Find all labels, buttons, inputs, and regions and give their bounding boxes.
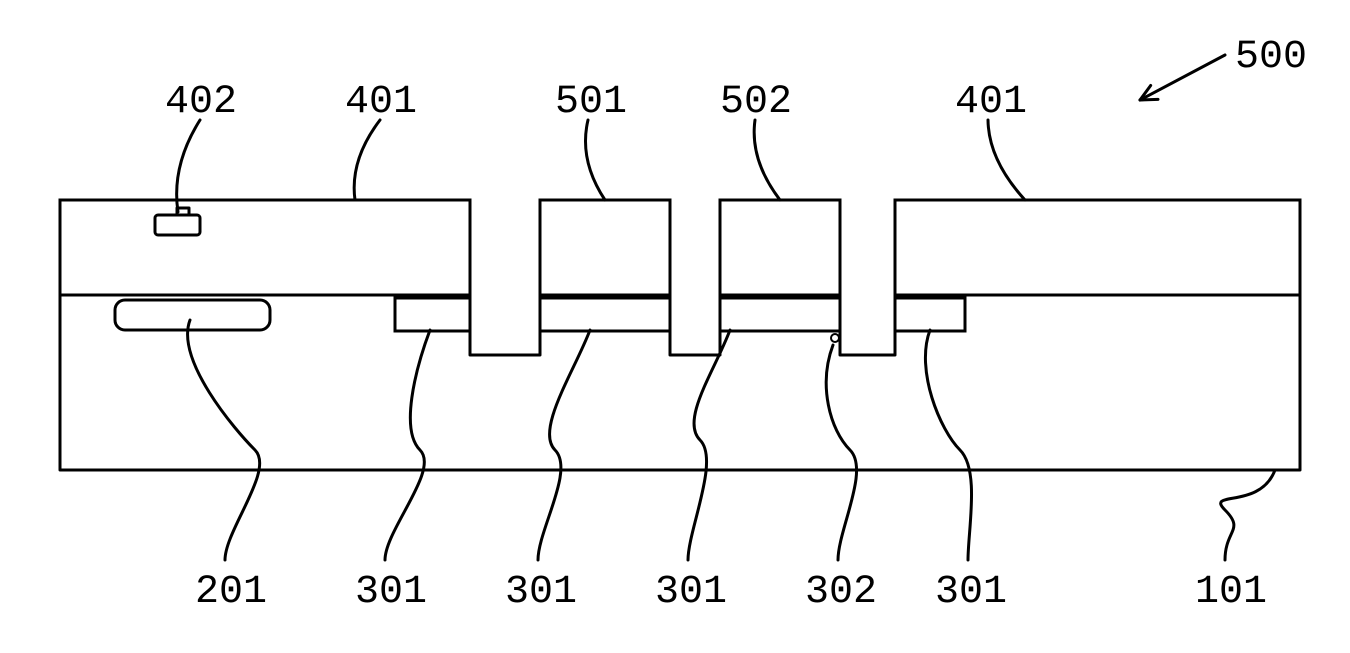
ref-label: 301 — [655, 570, 727, 615]
ref-label: 501 — [555, 80, 627, 125]
ref-label: 502 — [720, 80, 792, 125]
ref-label: 302 — [805, 570, 877, 615]
ref-label: 301 — [935, 570, 1007, 615]
ref-label: 401 — [345, 80, 417, 125]
ref-label: 201 — [195, 570, 267, 615]
ref-label: 101 — [1195, 570, 1267, 615]
ref-label: 402 — [165, 80, 237, 125]
ref-label: 500 — [1235, 35, 1307, 80]
ref-label: 301 — [355, 570, 427, 615]
ref-label: 301 — [505, 570, 577, 615]
ref-label: 401 — [955, 80, 1027, 125]
